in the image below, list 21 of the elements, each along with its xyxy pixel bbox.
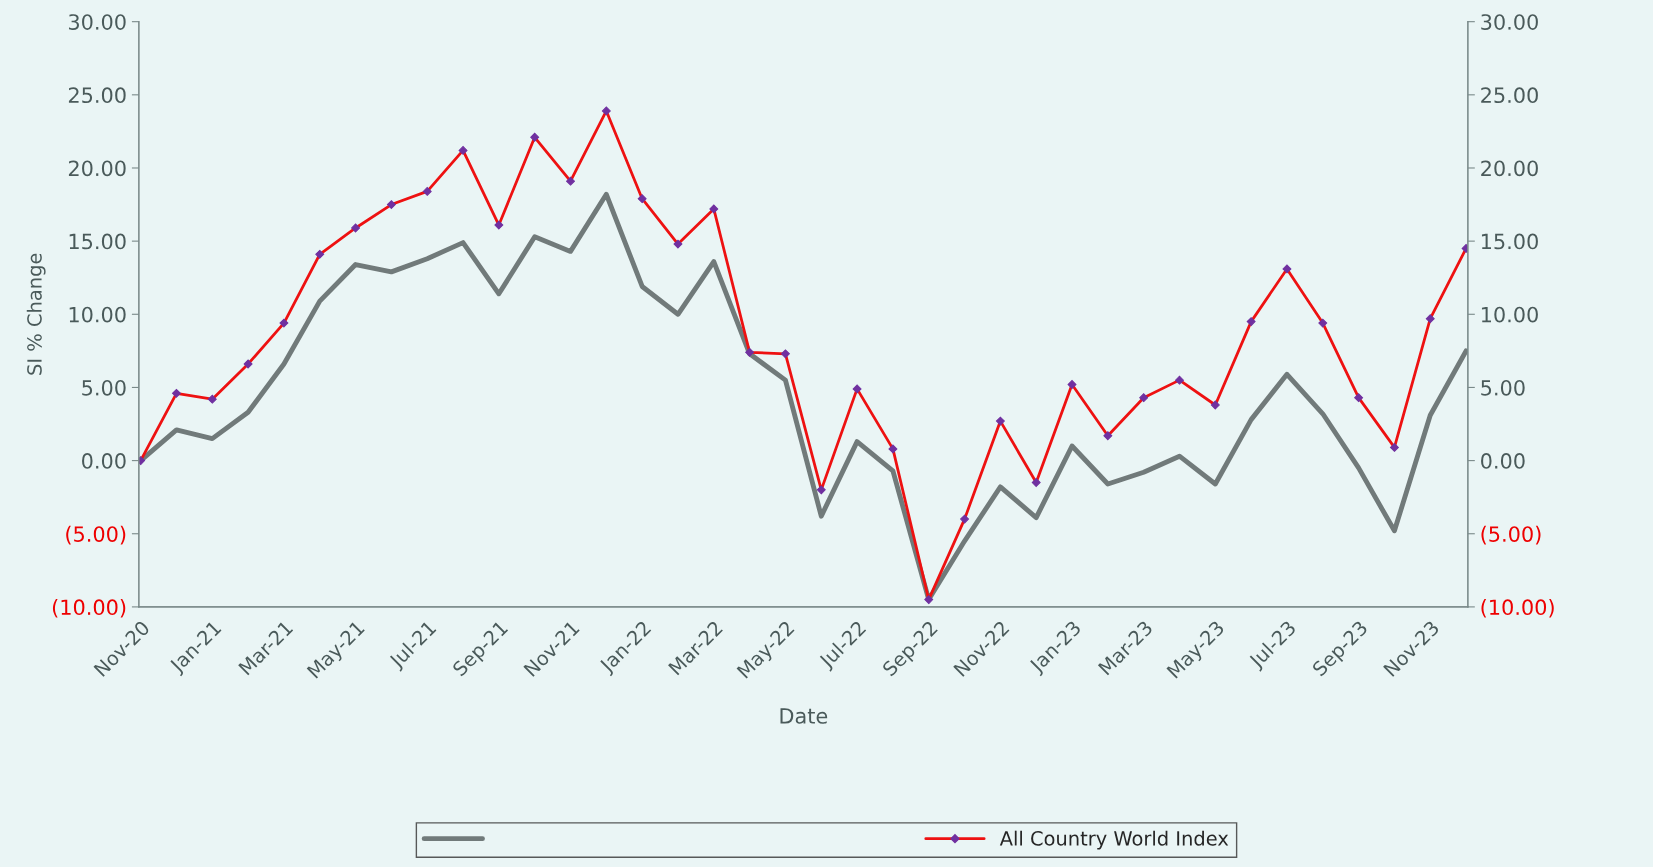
y2-tick-label: (5.00) [1481, 525, 1541, 545]
y-tick-label: 30.00 [68, 14, 126, 30]
y2-tick-label: 20.00 [1481, 160, 1538, 177]
y2-tick-label: 5.00 [1481, 379, 1525, 396]
y-tick-label: 5.00 [82, 379, 126, 396]
y2-tick-label: 30.00 [1481, 14, 1538, 30]
y2-tick-label: 0.00 [1481, 453, 1525, 469]
y-tick-label: (5.00) [66, 525, 126, 545]
y2-tick-label: 10.00 [1481, 306, 1538, 323]
x-axis-title: Date [780, 708, 828, 724]
y2-tick-label: 25.00 [1481, 87, 1538, 104]
y-tick-label: 20.00 [68, 160, 126, 177]
y-tick-label: 10.00 [69, 306, 126, 323]
y-tick-label: 25.00 [68, 87, 126, 104]
y-axis-title: SI % Change [26, 253, 46, 375]
y2-tick-label: 15.00 [1481, 233, 1538, 250]
legend-label: All Country World Index [999, 830, 1229, 850]
y-tick-label: (10.00) [52, 599, 126, 618]
y2-tick-label: (10.00) [1481, 599, 1554, 618]
y-tick-label: 15.00 [69, 233, 126, 250]
y-tick-label: 0.00 [82, 453, 126, 469]
